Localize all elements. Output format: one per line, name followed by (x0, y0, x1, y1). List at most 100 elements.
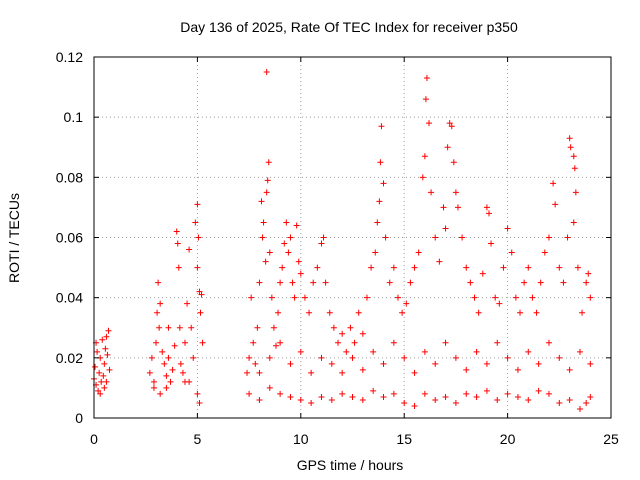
data-point (512, 294, 519, 301)
data-point (401, 399, 408, 406)
data-point (157, 390, 164, 397)
data-point (318, 393, 325, 400)
data-point (380, 180, 387, 187)
data-point (262, 258, 269, 265)
data-point (492, 294, 499, 301)
data-point (330, 324, 337, 331)
data-point (452, 354, 459, 361)
data-point (106, 366, 113, 373)
data-point (571, 165, 578, 172)
data-point (103, 333, 110, 340)
data-point (105, 327, 112, 334)
data-point (244, 369, 251, 376)
data-point (194, 390, 201, 397)
y-tick-label: 0 (75, 410, 83, 426)
data-point (376, 198, 383, 205)
data-point (150, 378, 157, 385)
data-point (265, 159, 272, 166)
data-point (421, 348, 428, 355)
data-point (99, 336, 106, 343)
data-point (579, 309, 586, 316)
data-point (285, 249, 292, 256)
data-point (190, 354, 197, 361)
data-point (328, 360, 335, 367)
data-point (263, 189, 270, 196)
data-point (432, 396, 439, 403)
data-point (380, 393, 387, 400)
data-point (475, 309, 482, 316)
data-point (181, 339, 188, 346)
data-point (525, 348, 532, 355)
data-point (256, 369, 263, 376)
data-point (407, 279, 414, 286)
data-point (421, 390, 428, 397)
data-point (194, 264, 201, 271)
data-point (467, 279, 474, 286)
data-point (163, 372, 170, 379)
data-point (552, 201, 559, 208)
data-point (442, 339, 449, 346)
data-point (326, 309, 333, 316)
data-point (246, 390, 253, 397)
data-point (196, 399, 203, 406)
data-point (359, 330, 366, 337)
x-tick-label: 20 (500, 431, 516, 447)
data-point (339, 369, 346, 376)
data-point (101, 384, 108, 391)
data-point (175, 264, 182, 271)
x-tick-label: 10 (293, 431, 309, 447)
data-point (181, 378, 188, 385)
data-point (165, 324, 172, 331)
data-point (195, 234, 202, 241)
data-point (176, 324, 183, 331)
data-point (252, 360, 259, 367)
y-tick-label: 0.04 (56, 290, 83, 306)
data-point (390, 390, 397, 397)
data-point (167, 378, 174, 385)
data-point (179, 369, 186, 376)
data-point (452, 189, 459, 196)
data-point (370, 387, 377, 394)
data-point (277, 339, 284, 346)
data-point (263, 69, 270, 76)
data-point (343, 348, 350, 355)
data-point (359, 396, 366, 403)
data-point (146, 369, 153, 376)
data-point (259, 234, 266, 241)
plot-frame (93, 56, 612, 419)
data-point (293, 222, 300, 229)
data-point (165, 354, 172, 361)
data-point (566, 366, 573, 373)
data-point (94, 348, 101, 355)
data-point (525, 396, 532, 403)
data-point (583, 279, 590, 286)
data-point (535, 387, 542, 394)
data-point (287, 234, 294, 241)
y-tick-label: 0.08 (56, 169, 83, 185)
data-point (574, 264, 581, 271)
data-point (496, 300, 503, 307)
data-point (585, 270, 592, 277)
data-point (394, 294, 401, 301)
data-point (246, 354, 253, 361)
data-point (452, 399, 459, 406)
data-point (339, 390, 346, 397)
data-point (198, 291, 205, 298)
data-point (494, 339, 501, 346)
data-point (199, 339, 206, 346)
x-axis-ticks: 0 5 10 15 20 25 (90, 57, 619, 447)
data-point (169, 366, 176, 373)
data-point (386, 279, 393, 286)
data-point (556, 354, 563, 361)
data-point (177, 360, 184, 367)
data-point (370, 348, 377, 355)
data-point (339, 330, 346, 337)
data-point (567, 144, 574, 151)
data-point (174, 240, 181, 247)
data-point (355, 309, 362, 316)
data-point (250, 339, 257, 346)
data-point (328, 396, 335, 403)
data-point (440, 204, 447, 211)
data-point (463, 366, 470, 373)
data-point (279, 264, 286, 271)
